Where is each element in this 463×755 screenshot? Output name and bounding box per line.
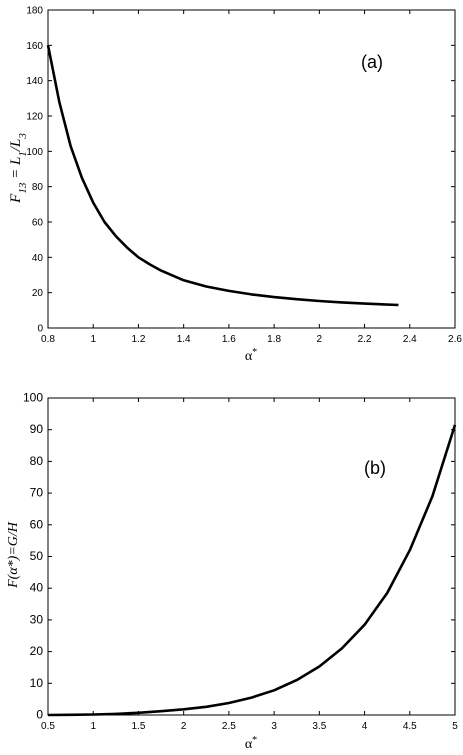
y-tick-label-b: 90 (30, 422, 44, 436)
x-tick-label-a: 2 (317, 334, 323, 345)
x-tick-label-b: 2.5 (222, 721, 236, 732)
y-tick-label-a: 180 (26, 6, 43, 17)
y-tick-label-b: 20 (30, 644, 44, 658)
x-tick-label-b: 3 (271, 721, 277, 732)
y-tick-label-a: 60 (32, 218, 44, 229)
panel-annotation-b: (b) (364, 458, 386, 478)
y-tick-label-b: 10 (30, 676, 44, 690)
plot-frame-b (47, 397, 456, 716)
y-tick-label-b: 70 (30, 486, 44, 500)
x-tick-label-b: 1 (90, 721, 96, 732)
y-axis-label-a: F13 = L1/L3 (8, 133, 29, 204)
x-tick-label-b: 0.5 (41, 721, 55, 732)
x-tick-label-a: 2.6 (448, 334, 462, 345)
y-tick-label-b: 0 (36, 708, 43, 722)
x-tick-label-a: 0.8 (41, 334, 55, 345)
y-tick-label-b: 50 (30, 549, 44, 563)
x-tick-label-a: 2.4 (403, 334, 417, 345)
x-tick-label-b: 3.5 (312, 721, 326, 732)
y-tick-label-a: 100 (26, 147, 43, 158)
y-tick-label-a: 40 (32, 253, 44, 264)
y-ticks-b: 0 10 20 30 40 50 60 70 80 90 100 (23, 391, 455, 722)
y-tick-label-a: 140 (26, 76, 43, 87)
y-tick-label-b: 40 (30, 581, 44, 595)
y-tick-label-b: 80 (30, 454, 44, 468)
y-tick-label-a: 0 (37, 324, 43, 335)
x-tick-label-b: 4.5 (403, 721, 417, 732)
y-tick-label-a: 120 (26, 112, 43, 123)
y-ticks-a: 0 20 40 60 80 100 120 140 160 180 (26, 6, 455, 335)
x-tick-label-a: 1.6 (222, 334, 236, 345)
panel-annotation-a: (a) (361, 52, 383, 72)
y-tick-label-b: 100 (23, 391, 43, 405)
x-tick-label-b: 1.5 (131, 721, 145, 732)
x-axis-label-b: α* (245, 735, 257, 753)
x-tick-label-a: 1.2 (131, 334, 145, 345)
series-line-b (47, 424, 457, 717)
series-line-a (46, 45, 399, 307)
x-tick-label-a: 1 (90, 334, 96, 345)
x-ticks-a: 0.8 1 1.2 1.4 1.6 1.8 2 2.2 2.4 2.6 (41, 10, 462, 345)
y-tick-label-b: 60 (30, 517, 44, 531)
y-tick-label-a: 80 (32, 182, 44, 193)
chart-panel-b: 0.5 1 1.5 2 2.5 3 3.5 4 4.5 5 0 10 20 30 40 50 60 70 80 90… (6, 391, 458, 753)
y-tick-label-a: 20 (32, 288, 44, 299)
x-ticks-b: 0.5 1 1.5 2 2.5 3 3.5 4 4.5 5 (41, 398, 458, 732)
plot-frame-a (47, 9, 456, 329)
y-axis-label-b: F(α*)=G/H (6, 521, 21, 589)
x-tick-label-b: 4 (362, 721, 368, 732)
x-tick-label-b: 2 (181, 721, 187, 732)
x-tick-label-b: 5 (452, 721, 458, 732)
x-tick-label-a: 2.2 (358, 334, 372, 345)
y-tick-label-b: 30 (30, 612, 44, 626)
x-axis-label-a: α* (245, 347, 257, 365)
x-tick-label-a: 1.4 (177, 334, 191, 345)
chart-panel-a: 0.8 1 1.2 1.4 1.6 1.8 2 2.2 2.4 2.6 0 20 40 60 80 100 1… (8, 6, 462, 365)
y-tick-label-a: 160 (26, 41, 43, 52)
x-tick-label-a: 1.8 (267, 334, 281, 345)
